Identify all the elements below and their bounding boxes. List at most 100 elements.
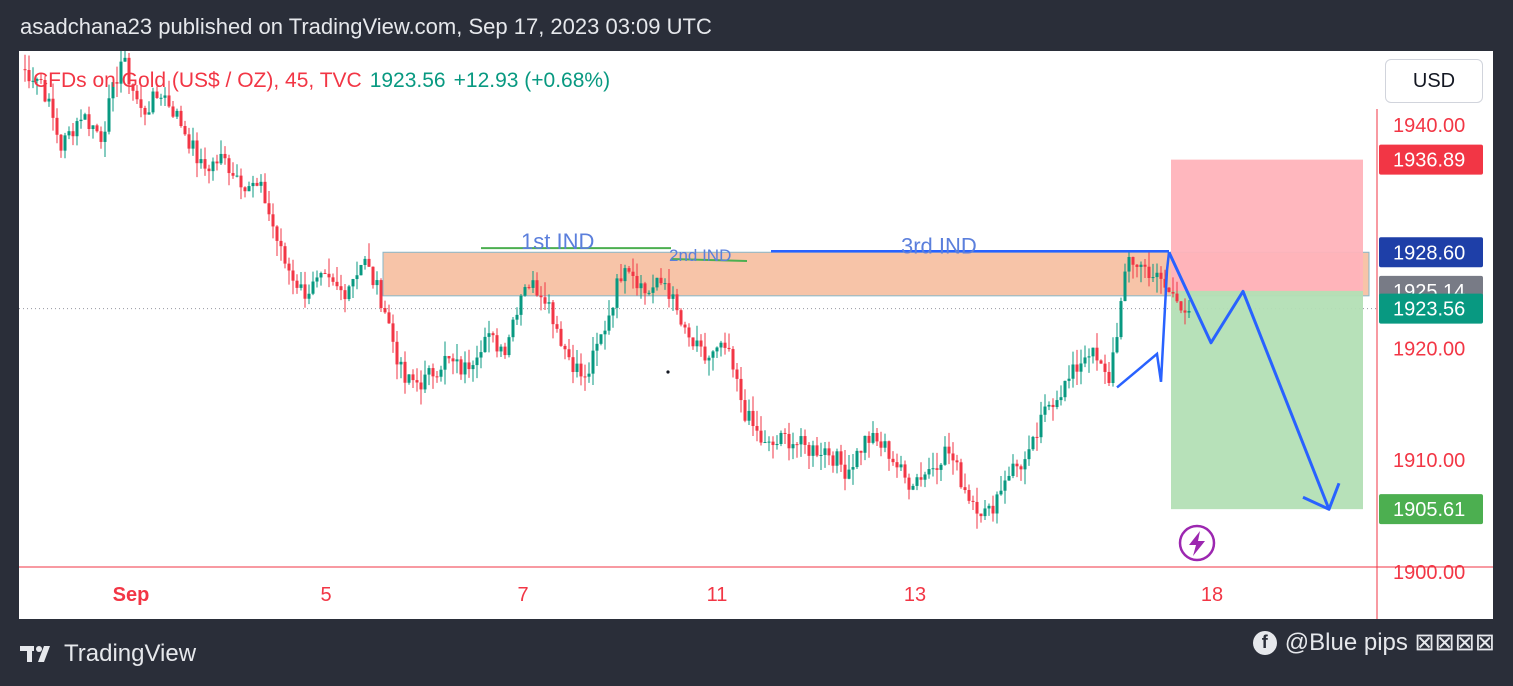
candle-body xyxy=(87,114,91,129)
candle-body xyxy=(1103,363,1107,372)
candle-body xyxy=(695,340,699,347)
candle-body xyxy=(1071,364,1075,379)
candle-body xyxy=(1171,292,1175,294)
candle-body xyxy=(623,268,627,282)
candle-body xyxy=(791,444,795,449)
candle-body xyxy=(859,450,863,453)
candle-body xyxy=(555,324,559,329)
currency-button[interactable]: USD xyxy=(1385,59,1483,103)
candle-body xyxy=(1163,278,1167,288)
candle-body xyxy=(707,357,711,361)
candle-body xyxy=(295,280,299,288)
candle-body xyxy=(687,327,691,338)
candle-body xyxy=(419,382,423,390)
candle-body xyxy=(227,158,231,174)
candle-body xyxy=(891,458,895,463)
symbol-legend: CFDs on Gold (US$ / OZ), 45, TVC 1923.56 +… xyxy=(33,69,610,93)
candle-body xyxy=(867,435,871,443)
candle-body xyxy=(1079,363,1083,372)
candle-body xyxy=(1039,414,1043,438)
candle-body xyxy=(1087,356,1091,358)
candle-body xyxy=(787,433,791,449)
candle-body xyxy=(331,277,335,282)
date-tick-label: 5 xyxy=(320,584,331,606)
candle-body xyxy=(475,357,479,366)
candle-body xyxy=(771,441,775,446)
candle-body xyxy=(187,134,191,149)
candle-body xyxy=(783,432,787,434)
candle-body xyxy=(115,82,119,84)
candle-body xyxy=(779,432,783,444)
candle-body xyxy=(83,114,87,120)
date-tick-label: Sep xyxy=(113,584,150,606)
candle-body xyxy=(195,140,199,164)
candle-body xyxy=(1031,436,1035,450)
candle-body xyxy=(355,275,359,280)
candle-body xyxy=(751,410,755,426)
candle-body xyxy=(127,57,131,85)
candle-body xyxy=(443,355,447,370)
facebook-icon: f xyxy=(1252,630,1277,655)
candle-body xyxy=(387,312,391,324)
candle-body xyxy=(1099,360,1103,364)
candle-body xyxy=(943,446,947,465)
candle-body xyxy=(283,246,287,264)
candle-body xyxy=(743,400,747,421)
price-label-text: 1928.60 xyxy=(1393,242,1465,264)
tradingview-logo: TradingView xyxy=(20,640,196,668)
symbol-name: CFDs on Gold (US$ / OZ), 45, TVC xyxy=(33,69,362,92)
candle-body xyxy=(159,97,163,99)
price-tick-label: 1910.00 xyxy=(1393,450,1465,472)
candle-body xyxy=(671,294,675,299)
candle-body xyxy=(603,330,607,335)
price-chart[interactable]: 1st IND 2nd IND 3rd IND 1940.00 1920.00 1910.… xyxy=(19,51,1493,619)
annotation-label: 2nd IND xyxy=(669,246,731,265)
candle-body xyxy=(1159,272,1163,279)
candle-body xyxy=(755,425,759,431)
candle-body xyxy=(759,430,763,443)
candle-body xyxy=(327,273,331,278)
candle-body xyxy=(971,500,975,502)
candle-body xyxy=(691,337,695,347)
candle-body xyxy=(679,310,683,325)
price-label-text: 1905.61 xyxy=(1393,499,1465,521)
candle-body xyxy=(1011,463,1015,476)
candle-body xyxy=(75,121,79,137)
symbol-change: +12.93 (+0.68%) xyxy=(453,69,611,92)
candle-body xyxy=(907,477,911,490)
candle-body xyxy=(551,302,555,325)
candle-body xyxy=(335,281,339,287)
candle-body xyxy=(543,297,547,304)
price-tick-label: 1920.00 xyxy=(1393,338,1465,360)
candle-body xyxy=(343,290,347,300)
candle-body xyxy=(307,293,311,299)
symbol-price: 1923.56 xyxy=(369,69,446,92)
candle-body xyxy=(255,182,259,186)
candle-body xyxy=(931,468,935,470)
candle-body xyxy=(871,432,875,443)
candle-body xyxy=(1123,271,1127,302)
candle-body xyxy=(215,161,219,164)
candle-body xyxy=(491,333,495,336)
brand-label: TradingView xyxy=(64,640,197,667)
candle-body xyxy=(659,277,663,284)
candle-body xyxy=(767,441,771,443)
candle-body xyxy=(619,278,623,282)
candle-body xyxy=(839,451,843,465)
approach-line xyxy=(1116,252,1171,389)
candle-body xyxy=(155,91,159,98)
candle-body xyxy=(1151,277,1155,279)
candle-body xyxy=(887,441,891,459)
chart-panel[interactable]: 1st IND 2nd IND 3rd IND 1940.00 1920.00 1910.… xyxy=(19,51,1493,619)
candle-body xyxy=(1091,347,1095,357)
candle-body xyxy=(951,453,955,461)
candle-body xyxy=(763,442,767,444)
candle-body xyxy=(271,214,275,227)
candle-body xyxy=(315,277,319,282)
candle-body xyxy=(1139,264,1143,267)
candle-body xyxy=(967,490,971,501)
candle-body xyxy=(175,110,179,117)
price-label-box xyxy=(1379,293,1483,324)
candle-body xyxy=(275,226,279,241)
candle-body xyxy=(423,374,427,390)
